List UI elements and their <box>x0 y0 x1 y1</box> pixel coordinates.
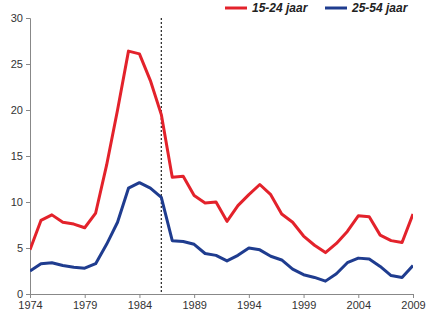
tick-mark <box>304 294 305 298</box>
x-axis: 1974 1979 1984 1989 1994 1999 2004 2009 <box>18 294 425 311</box>
tick: 0 <box>17 288 30 300</box>
axis-line <box>26 19 31 295</box>
tick-mark <box>249 294 250 298</box>
tick-mark <box>85 294 86 298</box>
tick: 10 <box>11 196 30 208</box>
tick: 25 <box>11 58 30 70</box>
series-line <box>30 51 413 252</box>
tick-label: 10 <box>11 196 23 208</box>
tick: 20 <box>11 104 30 116</box>
legend-label: 15-24 jaar <box>252 1 309 15</box>
tick: 1979 <box>73 294 97 311</box>
tick-label: 1984 <box>128 299 152 311</box>
tick-mark <box>413 294 414 298</box>
tick-label: 30 <box>11 12 23 24</box>
tick: 5 <box>17 242 30 254</box>
reference-line <box>161 18 162 294</box>
plot: 1974 1979 1984 1989 1994 1999 2004 2009 0 5 10 15 20… <box>11 12 426 311</box>
tick-label: 5 <box>17 242 23 254</box>
tick-label: 20 <box>11 104 23 116</box>
tick-mark <box>358 294 359 298</box>
tick-label: 1994 <box>237 299 261 311</box>
tick-mark <box>26 202 30 203</box>
tick-label: 2009 <box>401 299 425 311</box>
tick-label: 2004 <box>347 299 371 311</box>
tick: 1999 <box>292 294 316 311</box>
tick-label: 25 <box>11 58 23 70</box>
tick-mark <box>26 156 30 157</box>
tick: 2009 <box>401 294 425 311</box>
tick: 1984 <box>128 294 152 311</box>
tick-label: 1999 <box>292 299 316 311</box>
tick-mark <box>26 64 30 65</box>
tick-mark <box>26 18 30 19</box>
legend-swatch <box>225 7 247 10</box>
data-area <box>30 18 413 294</box>
tick-label: 1974 <box>18 299 42 311</box>
tick-label: 0 <box>17 288 23 300</box>
tick: 30 <box>11 12 30 24</box>
tick-mark <box>26 110 30 111</box>
series-line <box>30 183 413 281</box>
tick-mark <box>26 248 30 249</box>
axis-line <box>31 295 414 299</box>
y-axis: 0 5 10 15 20 25 30 <box>11 12 31 300</box>
tick: 2004 <box>347 294 371 311</box>
tick: 15 <box>11 150 30 162</box>
chart: 1974 1979 1984 1989 1994 1999 2004 2009 0 5 10 15 20… <box>0 0 433 318</box>
legend: 15-24 jaar 25-54 jaar <box>225 1 409 15</box>
tick-mark <box>194 294 195 298</box>
tick: 1989 <box>182 294 206 311</box>
legend-label: 25-54 jaar <box>351 1 409 15</box>
tick-label: 1979 <box>73 299 97 311</box>
tick: 1994 <box>237 294 261 311</box>
legend-swatch <box>325 7 347 10</box>
tick-label: 1989 <box>182 299 206 311</box>
tick-mark <box>26 294 30 295</box>
tick-mark <box>139 294 140 298</box>
tick-label: 15 <box>11 150 23 162</box>
